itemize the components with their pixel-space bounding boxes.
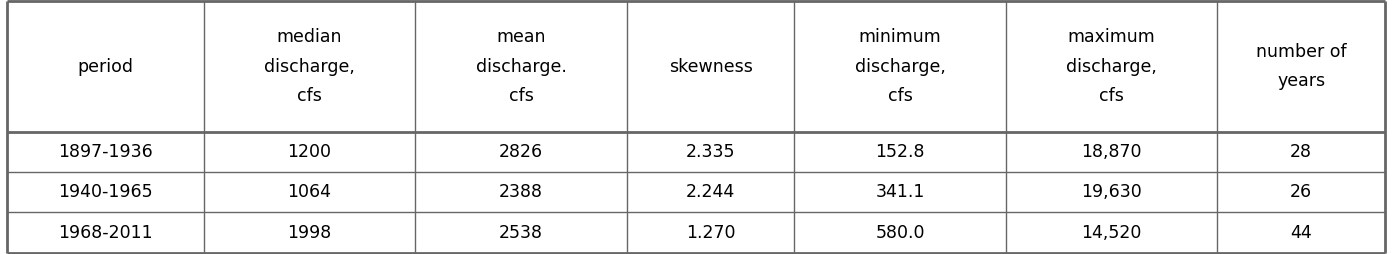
Text: 1200: 1200 [288,143,331,161]
Text: 152.8: 152.8 [876,143,924,161]
Text: 1064: 1064 [288,183,331,201]
Text: skewness: skewness [668,58,753,76]
Text: 1998: 1998 [287,224,331,242]
Text: 28: 28 [1290,143,1313,161]
Text: 1.270: 1.270 [686,224,735,242]
Text: number of
years: number of years [1256,43,1346,90]
Text: 19,630: 19,630 [1082,183,1141,201]
Text: 14,520: 14,520 [1082,224,1141,242]
Text: period: period [78,58,134,76]
Text: 1968-2011: 1968-2011 [58,224,153,242]
Text: 580.0: 580.0 [876,224,924,242]
Text: 1897-1936: 1897-1936 [58,143,153,161]
Text: 2.244: 2.244 [686,183,735,201]
Text: median
discharge,
cfs: median discharge, cfs [264,28,355,105]
Text: 26: 26 [1290,183,1313,201]
Text: 2826: 2826 [498,143,543,161]
Text: maximum
discharge,
cfs: maximum discharge, cfs [1066,28,1157,105]
Text: 44: 44 [1290,224,1313,242]
Text: 2.335: 2.335 [686,143,735,161]
Text: minimum
discharge,
cfs: minimum discharge, cfs [855,28,945,105]
Text: 341.1: 341.1 [876,183,924,201]
Text: 2388: 2388 [498,183,543,201]
Text: 18,870: 18,870 [1082,143,1141,161]
Text: mean
discharge.
cfs: mean discharge. cfs [476,28,567,105]
Text: 2538: 2538 [498,224,543,242]
Text: 1940-1965: 1940-1965 [58,183,153,201]
